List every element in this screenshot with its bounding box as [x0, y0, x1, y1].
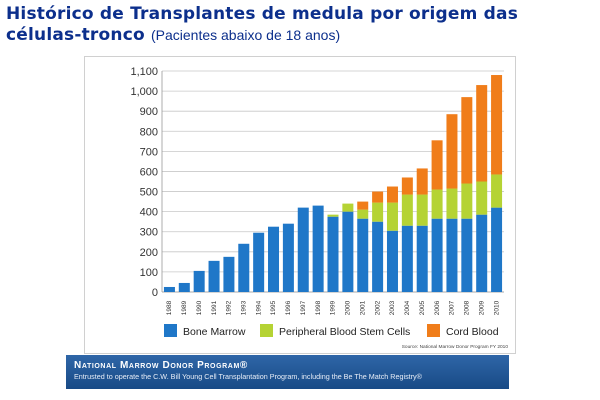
y-tick-label: 1,100	[130, 66, 158, 78]
x-tick-label: 2005	[419, 300, 426, 315]
y-axis-ticks: 1,100 1,000 900 800 700 600 500 400 300 200 100 0	[130, 66, 158, 299]
x-tick-label: 2004	[404, 300, 411, 315]
legend-label: Bone Marrow	[183, 326, 246, 338]
legend-label: Cord Blood	[446, 326, 499, 338]
x-tick-label: 1999	[330, 300, 337, 315]
y-tick-label: 700	[140, 146, 158, 158]
bar-bone-marrow	[208, 260, 220, 292]
y-tick-label: 300	[140, 227, 158, 239]
bar-cord-blood	[476, 85, 488, 182]
y-tick-label: 0	[152, 287, 158, 299]
bar-bone-marrow	[342, 211, 354, 292]
x-tick-label: 1990	[196, 300, 203, 315]
legend-swatch	[164, 324, 177, 337]
bar-cord-blood	[416, 168, 428, 195]
bar-pbsc	[431, 189, 443, 219]
bar-bone-marrow	[253, 232, 265, 292]
legend-label: Peripheral Blood Stem Cells	[279, 326, 410, 338]
bar-bone-marrow	[312, 205, 324, 292]
x-tick-label: 2010	[493, 300, 500, 315]
x-tick-label: 1998	[315, 300, 322, 315]
bar-pbsc	[386, 202, 398, 231]
bar-bone-marrow	[461, 218, 473, 292]
footer-banner: National Marrow Donor Program® Entrusted…	[66, 355, 509, 389]
bar-bone-marrow	[193, 270, 205, 292]
chart-title: Histórico de Transplantes de medula por …	[6, 4, 519, 45]
bar-pbsc	[372, 202, 384, 222]
bar-bone-marrow	[297, 207, 309, 292]
bar-cord-blood	[431, 140, 443, 190]
x-tick-label: 1997	[300, 300, 307, 315]
x-tick-label: 2007	[449, 300, 456, 315]
x-tick-label: 1996	[285, 300, 292, 315]
x-tick-label: 1993	[241, 300, 248, 315]
legend: Bone Marrow Peripheral Blood Stem Cells Co…	[164, 324, 499, 338]
bar-pbsc	[461, 183, 473, 219]
bar-pbsc	[416, 194, 428, 226]
bar-bone-marrow	[446, 218, 458, 292]
bar-cord-blood	[386, 186, 398, 203]
x-tick-label: 2001	[359, 300, 366, 315]
bar-bone-marrow	[163, 286, 175, 292]
bars	[163, 75, 503, 292]
bar-pbsc	[491, 174, 503, 208]
x-tick-label: 1994	[255, 300, 262, 315]
y-tick-label: 200	[140, 247, 158, 259]
x-tick-label: 2000	[345, 300, 352, 315]
bar-cord-blood	[461, 97, 473, 184]
x-tick-label: 2002	[374, 300, 381, 315]
chart-subtitle: (Pacientes abaixo de 18 anos)	[150, 27, 341, 43]
x-tick-label: 1991	[211, 300, 218, 315]
x-tick-label: 2003	[389, 300, 396, 315]
bar-cord-blood	[401, 177, 413, 195]
bar-bone-marrow	[357, 218, 369, 292]
bar-bone-marrow	[268, 226, 280, 292]
bar-pbsc	[446, 188, 458, 219]
x-tick-label: 1989	[181, 300, 188, 315]
bar-bone-marrow	[386, 230, 398, 292]
y-tick-label: 800	[140, 126, 158, 138]
x-axis-ticks: 1988 1989 1990 1991 1992 1993 1994 1995 1996 1997…	[166, 300, 500, 315]
y-tick-label: 1,000	[130, 86, 158, 98]
bar-bone-marrow	[416, 225, 428, 292]
x-tick-label: 2008	[464, 300, 471, 315]
legend-swatch	[427, 324, 440, 337]
bar-bone-marrow	[223, 256, 235, 292]
bar-pbsc	[476, 181, 488, 215]
bar-bone-marrow	[282, 223, 294, 292]
x-tick-label: 1992	[226, 300, 233, 315]
y-tick-label: 900	[140, 106, 158, 118]
bar-pbsc	[401, 194, 413, 226]
x-tick-label: 1995	[270, 300, 277, 315]
bar-cord-blood	[446, 114, 458, 189]
stacked-bar-chart: 1,100 1,000 900 800 700 600 500 400 300 200 100 0 1…	[130, 66, 509, 350]
bar-bone-marrow	[372, 221, 384, 292]
chart-frame	[84, 56, 516, 354]
bar-bone-marrow	[178, 282, 190, 292]
page-title: Histórico de Transplantes de medula por …	[6, 4, 596, 46]
y-tick-label: 500	[140, 187, 158, 199]
bar-bone-marrow	[476, 214, 488, 292]
bar-pbsc	[327, 214, 339, 217]
bar-cord-blood	[372, 191, 384, 203]
x-tick-label: 1988	[166, 300, 173, 315]
source-note: Source: National Marrow Donor Program FY…	[402, 344, 509, 350]
bar-bone-marrow	[431, 218, 443, 292]
y-tick-label: 400	[140, 207, 158, 219]
legend-swatch	[260, 324, 273, 337]
y-tick-label: 100	[140, 267, 158, 279]
bar-pbsc	[342, 203, 354, 212]
bar-bone-marrow	[238, 243, 250, 292]
bar-cord-blood	[491, 75, 503, 175]
footer-subtitle: Entrusted to operate the C.W. Bill Young…	[74, 372, 422, 381]
bar-bone-marrow	[401, 225, 413, 292]
bar-bone-marrow	[327, 216, 339, 292]
footer-title: National Marrow Donor Program®	[74, 360, 248, 371]
y-tick-label: 600	[140, 166, 158, 178]
bar-pbsc	[357, 209, 369, 219]
x-tick-label: 2009	[478, 300, 485, 315]
bar-bone-marrow	[491, 207, 503, 292]
bar-cord-blood	[357, 201, 369, 210]
x-tick-label: 2006	[434, 300, 441, 315]
